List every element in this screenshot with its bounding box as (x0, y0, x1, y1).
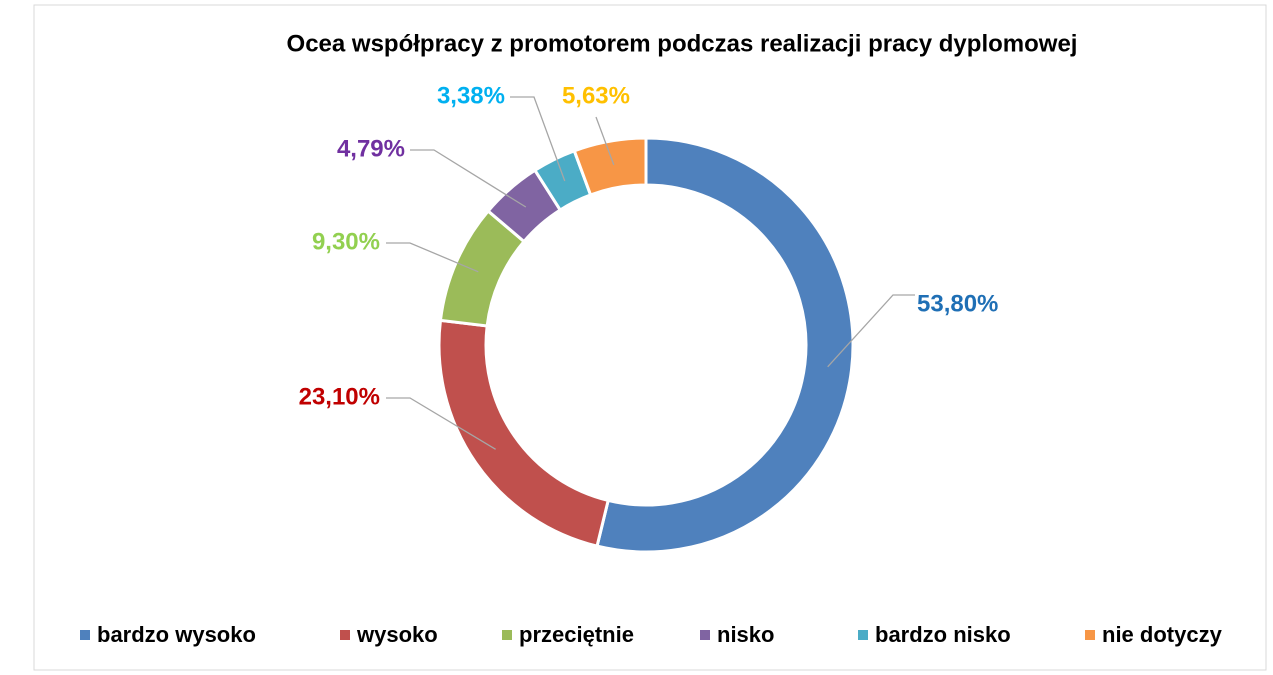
chart-title: Ocea współpracy z promotorem podczas rea… (287, 30, 1078, 57)
data-label: 3,38% (437, 82, 505, 109)
leader-line (386, 242, 479, 273)
leader-line (386, 397, 496, 450)
leader-line (510, 96, 566, 182)
legend-swatch (700, 630, 710, 640)
legend-label: bardzo wysoko (97, 622, 256, 647)
data-label: 23,10% (299, 383, 380, 410)
data-label: 53,80% (917, 290, 998, 317)
legend-swatch (858, 630, 868, 640)
legend-swatch (340, 630, 350, 640)
data-label: 5,63% (562, 82, 630, 109)
legend-swatch (502, 630, 512, 640)
legend-swatch (1085, 630, 1095, 640)
legend-label: bardzo nisko (875, 622, 1011, 647)
data-label: 9,30% (312, 228, 380, 255)
chart-border (33, 4, 1267, 671)
donut-slice (572, 136, 648, 197)
legend-label: przeciętnie (519, 622, 634, 647)
leader-line (595, 116, 615, 166)
leader-line (827, 294, 915, 368)
legend-label: nisko (717, 622, 774, 647)
data-label: 4,79% (337, 135, 405, 162)
legend-label: nie dotyczy (1102, 622, 1223, 647)
legend-label: wysoko (356, 622, 438, 647)
legend-swatch (80, 630, 90, 640)
donut-slice (595, 136, 855, 554)
leader-line (410, 149, 527, 208)
